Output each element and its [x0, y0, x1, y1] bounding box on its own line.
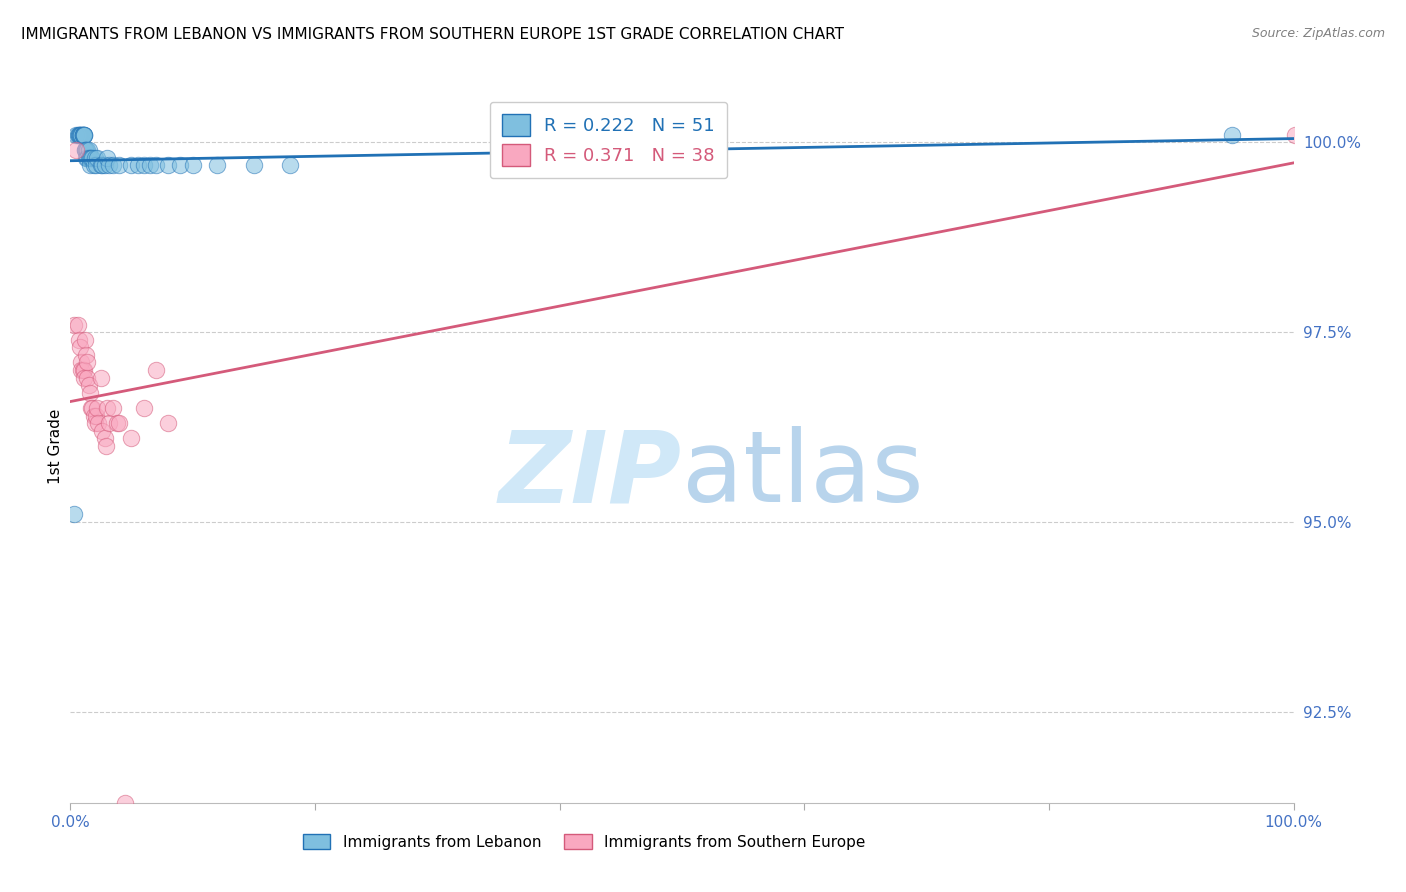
- Point: [157, 416, 180, 430]
- Point: [169, 158, 191, 172]
- Point: [69, 128, 91, 142]
- Point: [76, 143, 98, 157]
- Point: [121, 158, 143, 172]
- Point: [76, 151, 98, 165]
- Point: [114, 796, 136, 810]
- Point: [83, 158, 105, 172]
- Point: [132, 158, 155, 172]
- Point: [1284, 128, 1306, 142]
- Point: [86, 151, 108, 165]
- Point: [77, 151, 100, 165]
- Point: [121, 431, 143, 445]
- Point: [205, 158, 228, 172]
- Point: [63, 508, 86, 522]
- Point: [72, 128, 94, 142]
- Point: [66, 128, 89, 142]
- Point: [65, 128, 87, 142]
- Point: [73, 143, 96, 157]
- Point: [87, 416, 110, 430]
- Point: [79, 158, 101, 172]
- Point: [83, 409, 105, 423]
- Point: [66, 318, 89, 332]
- Point: [67, 333, 90, 347]
- Point: [82, 401, 104, 415]
- Point: [90, 370, 112, 384]
- Point: [73, 128, 96, 142]
- Point: [73, 363, 96, 377]
- Point: [77, 378, 100, 392]
- Point: [86, 401, 108, 415]
- Point: [65, 143, 87, 157]
- Point: [132, 401, 155, 415]
- Point: [73, 128, 96, 142]
- Point: [76, 355, 98, 369]
- Point: [80, 401, 103, 415]
- Point: [181, 158, 204, 172]
- Point: [280, 158, 302, 172]
- Point: [79, 385, 101, 400]
- Point: [76, 370, 98, 384]
- Point: [70, 363, 93, 377]
- Point: [101, 158, 124, 172]
- Point: [75, 151, 97, 165]
- Point: [80, 151, 103, 165]
- Point: [105, 416, 128, 430]
- Point: [94, 439, 117, 453]
- Point: [157, 158, 180, 172]
- Point: [73, 370, 96, 384]
- Point: [96, 151, 118, 165]
- Point: [72, 363, 94, 377]
- Point: [67, 128, 90, 142]
- Point: [70, 128, 93, 142]
- Point: [98, 158, 121, 172]
- Point: [108, 158, 131, 172]
- Point: [127, 158, 149, 172]
- Text: Source: ZipAtlas.com: Source: ZipAtlas.com: [1251, 27, 1385, 40]
- Point: [145, 158, 167, 172]
- Point: [70, 128, 93, 142]
- Point: [82, 151, 104, 165]
- Point: [75, 143, 97, 157]
- Point: [79, 151, 101, 165]
- Point: [70, 355, 93, 369]
- Point: [93, 431, 115, 445]
- Point: [91, 158, 114, 172]
- Point: [93, 158, 115, 172]
- Point: [69, 128, 91, 142]
- Point: [145, 363, 167, 377]
- Legend: Immigrants from Lebanon, Immigrants from Southern Europe: Immigrants from Lebanon, Immigrants from…: [297, 828, 872, 855]
- Text: ZIP: ZIP: [499, 426, 682, 523]
- Y-axis label: 1st Grade: 1st Grade: [48, 409, 63, 483]
- Point: [83, 416, 105, 430]
- Point: [73, 143, 96, 157]
- Point: [84, 158, 107, 172]
- Point: [1220, 128, 1243, 142]
- Point: [83, 151, 105, 165]
- Point: [67, 128, 90, 142]
- Point: [84, 409, 107, 423]
- Point: [73, 333, 96, 347]
- Point: [73, 128, 96, 142]
- Point: [243, 158, 266, 172]
- Point: [77, 143, 100, 157]
- Text: atlas: atlas: [682, 426, 924, 523]
- Point: [72, 128, 94, 142]
- Point: [63, 318, 86, 332]
- Point: [139, 158, 162, 172]
- Point: [72, 128, 94, 142]
- Point: [72, 128, 94, 142]
- Point: [90, 158, 112, 172]
- Text: IMMIGRANTS FROM LEBANON VS IMMIGRANTS FROM SOUTHERN EUROPE 1ST GRADE CORRELATION: IMMIGRANTS FROM LEBANON VS IMMIGRANTS FR…: [21, 27, 844, 42]
- Point: [75, 348, 97, 362]
- Point: [101, 401, 124, 415]
- Point: [108, 416, 131, 430]
- Point: [98, 416, 121, 430]
- Point: [69, 340, 91, 354]
- Point: [96, 401, 118, 415]
- Point: [91, 424, 114, 438]
